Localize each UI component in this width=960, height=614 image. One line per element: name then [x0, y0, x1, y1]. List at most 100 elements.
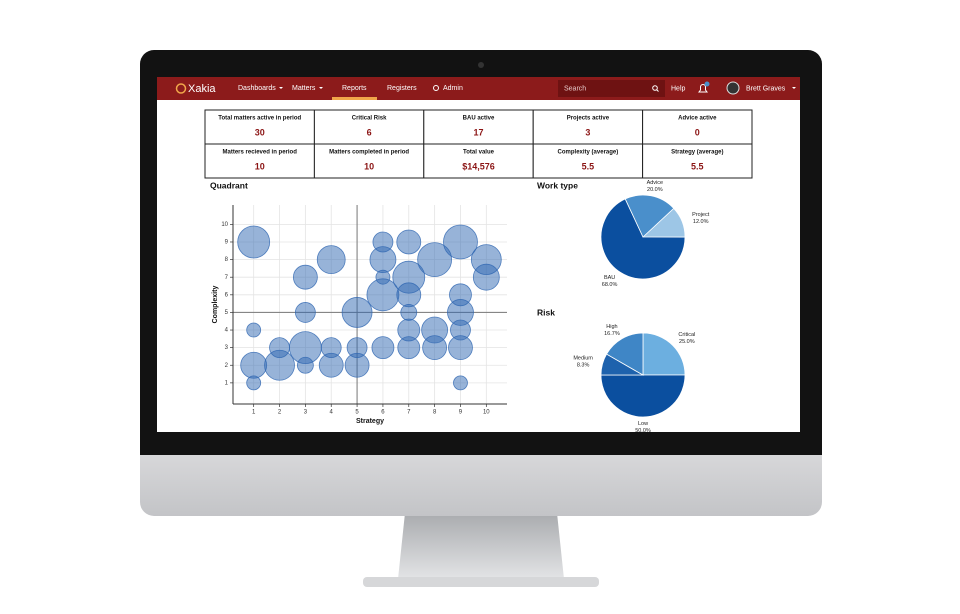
stat-cell	[532, 143, 644, 179]
stat-label: Projects active	[567, 116, 610, 122]
pie-label: Advice	[647, 180, 664, 186]
y-tick-label: 2	[225, 363, 229, 369]
stat-cell	[532, 109, 644, 145]
bubble	[318, 352, 344, 378]
y-tick-label: 7	[225, 275, 229, 281]
stat-label: Complexity (average)	[558, 150, 619, 156]
bubble	[246, 375, 262, 391]
stat-cell	[204, 143, 315, 179]
pie-value-label: 16.7%	[604, 331, 620, 337]
stat-cell	[642, 143, 753, 179]
monitor-stand	[398, 513, 564, 579]
stat-label: BAU active	[463, 116, 495, 122]
stat-label: Total matters active in period	[218, 116, 301, 122]
search-placeholder: Search	[564, 85, 586, 92]
caret	[279, 87, 283, 89]
bubble	[453, 375, 468, 391]
pie-slice	[642, 332, 686, 376]
bell-icon[interactable]	[698, 84, 708, 93]
x-tick-label: 5	[355, 410, 359, 416]
pie-label: Low	[638, 421, 648, 427]
pie-slice	[624, 194, 675, 238]
bubble	[443, 224, 478, 260]
bubble	[397, 336, 421, 360]
help-link[interactable]: Help	[671, 85, 686, 92]
monitor-chin	[140, 440, 822, 516]
pie-value-label: 12.0%	[693, 219, 709, 225]
stat-value: $14,576	[462, 161, 495, 171]
x-axis-label: Strategy	[356, 418, 384, 425]
y-tick-label: 10	[221, 222, 228, 228]
chart-title: Quadrant	[210, 180, 248, 190]
x-tick-label: 7	[407, 410, 411, 416]
stat-label: Matters completed in period	[329, 150, 409, 156]
bubble	[344, 352, 370, 378]
bubble	[237, 225, 271, 259]
bubble	[296, 356, 314, 374]
stat-value: 5.5	[691, 161, 704, 171]
monitor-base	[363, 577, 599, 587]
pie-value-label: 8.3%	[577, 363, 590, 369]
stat-value: 6	[367, 127, 372, 137]
bubble	[400, 304, 418, 321]
stat-cell	[423, 143, 534, 179]
y-tick-label: 4	[225, 328, 229, 334]
caret	[792, 87, 796, 89]
x-tick-label: 9	[459, 410, 463, 416]
nav-item[interactable]: Dashboards	[238, 85, 276, 92]
stat-value: 10	[255, 161, 265, 171]
stat-value: 3	[585, 127, 590, 137]
search-box[interactable]	[558, 80, 665, 97]
avatar[interactable]	[726, 81, 740, 95]
bezel-bottom	[140, 440, 822, 455]
nav-item[interactable]: Reports	[342, 85, 367, 92]
stat-value: 30	[255, 127, 265, 137]
y-tick-label: 6	[225, 292, 229, 298]
x-tick-label: 3	[304, 410, 308, 416]
x-tick-label: 1	[252, 410, 256, 416]
bubble	[396, 229, 422, 255]
bubble	[417, 242, 453, 277]
bubble	[472, 263, 500, 291]
stat-label: Strategy (average)	[671, 150, 723, 156]
pie-value-label: 68.0%	[602, 282, 618, 288]
pie-label: Medium	[573, 356, 593, 362]
bubble	[422, 335, 448, 361]
stat-label: Matters recieved in period	[223, 150, 298, 156]
x-tick-label: 4	[330, 410, 334, 416]
pie-value-label: 50.0%	[635, 428, 651, 434]
bubble	[240, 351, 268, 379]
bubble	[294, 302, 316, 323]
y-tick-label: 9	[225, 240, 229, 246]
stat-cell	[423, 109, 534, 145]
bubble	[292, 264, 318, 290]
pie-slice	[600, 198, 686, 280]
user-name[interactable]: Brett Graves	[746, 85, 786, 92]
pie-label: BAU	[604, 275, 615, 281]
stat-value: 10	[364, 161, 374, 171]
nav-item[interactable]: Admin	[443, 85, 463, 92]
stat-value: 17	[473, 127, 483, 137]
pie-label: Project	[692, 212, 710, 218]
x-tick-label: 8	[433, 410, 437, 416]
pie-slice	[600, 374, 686, 418]
search-icon	[656, 89, 659, 92]
chart-title: Risk	[537, 307, 555, 317]
badge	[704, 81, 710, 87]
y-axis-label: Complexity	[212, 286, 219, 324]
x-tick-label: 2	[278, 410, 282, 416]
nav-item[interactable]: Registers	[387, 85, 417, 92]
camera	[478, 62, 484, 68]
brand[interactable]: Xakia	[188, 83, 216, 95]
pie-value-label: 20.0%	[647, 187, 663, 193]
stat-value: 0	[695, 127, 700, 137]
pie-label: High	[606, 324, 617, 330]
stat-cell	[642, 109, 753, 145]
bubble	[396, 282, 422, 308]
bubble	[448, 335, 473, 361]
bubble	[246, 322, 262, 338]
y-tick-label: 5	[225, 310, 229, 316]
x-tick-label: 6	[381, 410, 385, 416]
nav-item[interactable]: Matters	[292, 85, 316, 92]
